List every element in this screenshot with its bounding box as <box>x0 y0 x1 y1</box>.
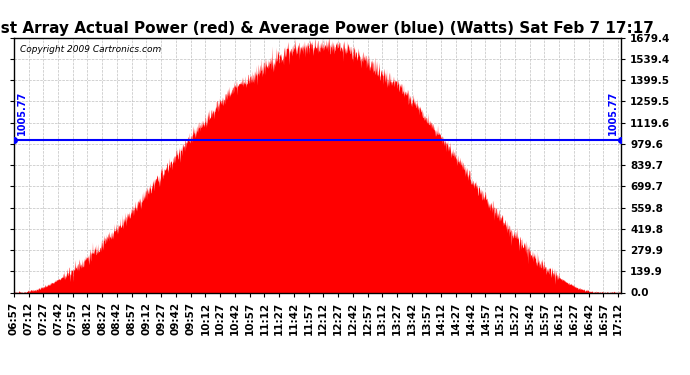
Text: 1005.77: 1005.77 <box>608 91 618 135</box>
Text: 1005.77: 1005.77 <box>17 91 27 135</box>
Title: East Array Actual Power (red) & Average Power (blue) (Watts) Sat Feb 7 17:17: East Array Actual Power (red) & Average … <box>0 21 654 36</box>
Text: Copyright 2009 Cartronics.com: Copyright 2009 Cartronics.com <box>20 45 161 54</box>
